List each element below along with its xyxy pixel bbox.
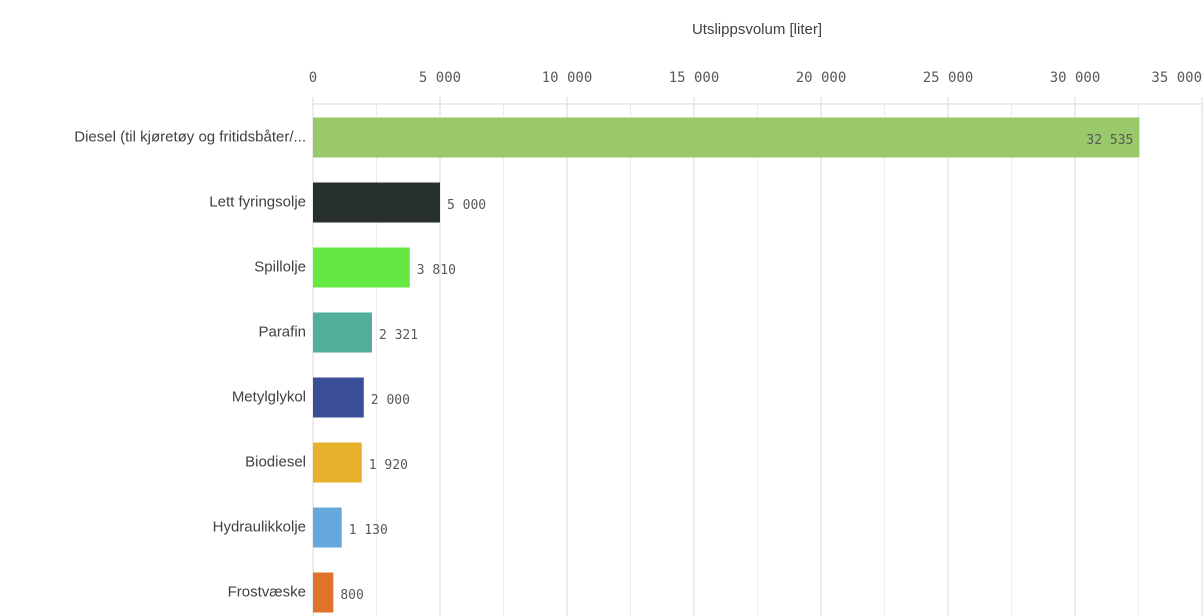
category-label: Biodiesel [245,453,306,470]
x-tick-label: 30 000 [1050,70,1101,86]
category-label: Metylglykol [232,388,306,405]
value-label: 800 [340,588,363,603]
x-tick-label: 10 000 [542,70,593,86]
x-tick-label: 35 000 [1151,70,1202,86]
x-tick-label: 25 000 [923,70,974,86]
bar [313,442,362,483]
value-label: 3 810 [417,263,456,278]
bar [313,117,1140,158]
value-label: 5 000 [447,198,486,213]
category-label: Parafin [258,323,306,340]
value-label: 2 000 [371,393,410,408]
value-label: 1 920 [369,458,408,473]
bar [313,312,372,353]
category-label: Hydraulikkolje [213,518,306,535]
axis-title: Utslippsvolum [liter] [692,21,822,38]
category-label: Frostvæske [228,583,306,600]
category-label: Spillolje [254,258,306,275]
value-label: 32 535 [1086,133,1133,148]
value-label: 2 321 [379,328,418,343]
bar [313,182,440,223]
x-tick-label: 0 [309,70,317,86]
x-tick-label: 20 000 [796,70,847,86]
category-label: Lett fyringsolje [209,193,306,210]
x-tick-label: 5 000 [419,70,461,86]
bar [313,247,410,288]
value-label: 1 130 [349,523,388,538]
bar [313,572,334,613]
bar [313,377,364,418]
category-label: Diesel (til kjøretøy og fritidsbåter/... [74,128,306,145]
bar [313,507,342,548]
x-tick-label: 15 000 [669,70,720,86]
